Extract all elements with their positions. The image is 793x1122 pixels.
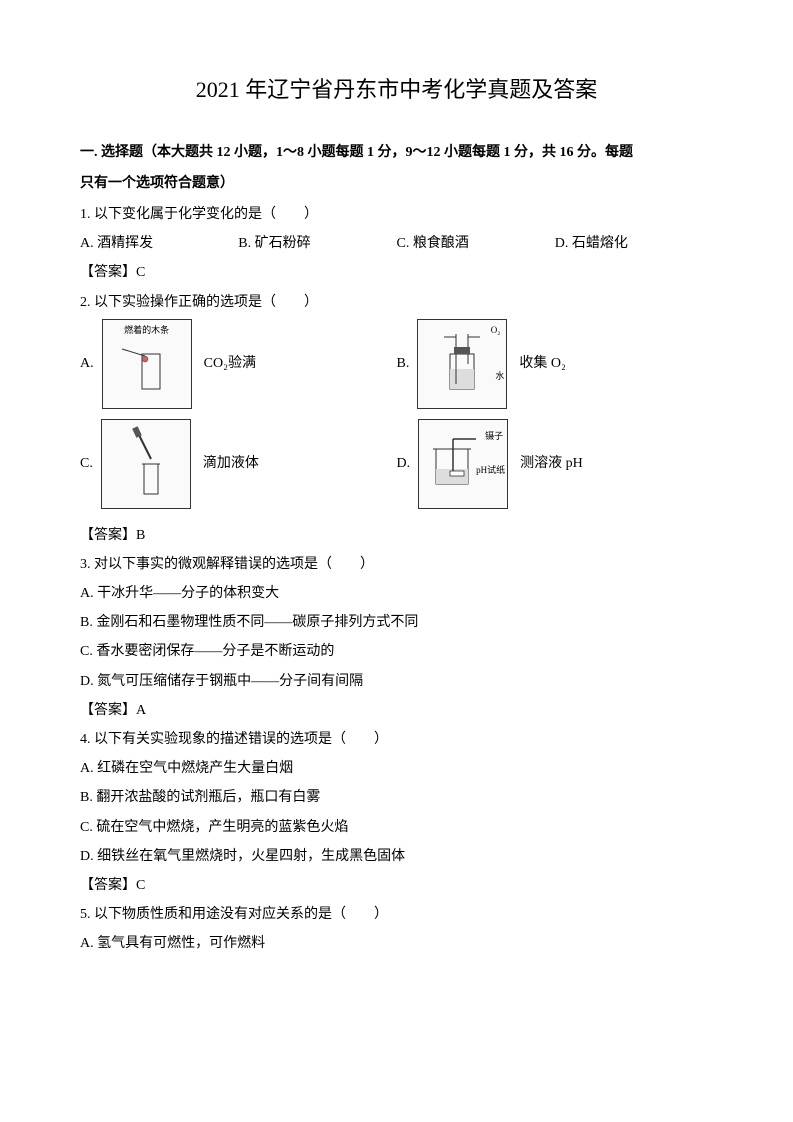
q4-optC: C. 硫在空气中燃烧，产生明亮的蓝紫色火焰 (80, 815, 713, 840)
q4-optD: D. 细铁丝在氧气里燃烧时，火星四射，生成黑色固体 (80, 844, 713, 869)
q2-optD: D. 镊子 pH试纸 测溶液 pH (397, 419, 714, 509)
q2-options: A. 燃着的木条 CO₂验满 B. O₂ 水 收集 (80, 319, 713, 519)
q3-optD: D. 氮气可压缩储存于钢瓶中——分子间有间隔 (80, 669, 713, 694)
q2-optA-text: CO₂验满 (204, 351, 256, 376)
q3-text: 3. 对以下事实的微观解释错误的选项是（ ） (80, 552, 713, 577)
q1-text: 1. 以下变化属于化学变化的是（ ） (80, 202, 713, 227)
q2-answer: 【答案】B (80, 523, 713, 548)
q2-optD-text: 测溶液 pH (520, 451, 583, 476)
q4-optB: B. 翻开浓盐酸的试剂瓶后，瓶口有白雾 (80, 785, 713, 810)
q2-optB-diagram: O₂ 水 (417, 319, 507, 409)
section-header-line2: 只有一个选项符合题意） (80, 171, 713, 196)
q1-optB: B. 矿石粉碎 (238, 231, 396, 256)
q2-optA-diagram: 燃着的木条 (102, 319, 192, 409)
q2-text: 2. 以下实验操作正确的选项是（ ） (80, 290, 713, 315)
q2-optD-label: D. (397, 451, 411, 476)
q3-optA: A. 干冰升华——分子的体积变大 (80, 581, 713, 606)
q1-options: A. 酒精挥发 B. 矿石粉碎 C. 粮食酿酒 D. 石蜡熔化 (80, 231, 713, 256)
q3-answer: 【答案】A (80, 698, 713, 723)
q1-optA: A. 酒精挥发 (80, 231, 238, 256)
q1-optC: C. 粮食酿酒 (397, 231, 555, 256)
q4-optA: A. 红磷在空气中燃烧产生大量白烟 (80, 756, 713, 781)
q2-optB: B. O₂ 水 收集 O₂ (397, 319, 714, 409)
q2-optA: A. 燃着的木条 CO₂验满 (80, 319, 397, 409)
q1-answer: 【答案】C (80, 260, 713, 285)
q2-optC-text: 滴加液体 (203, 451, 259, 476)
q2-optB-diagram-side: 水 (495, 368, 504, 384)
q3-optB: B. 金刚石和石墨物理性质不同——碳原子排列方式不同 (80, 610, 713, 635)
q2-optA-diagram-label: 燃着的木条 (124, 322, 169, 338)
q2-optD-diagram: 镊子 pH试纸 (418, 419, 508, 509)
q2-optB-diagram-top: O₂ (491, 322, 501, 338)
q2-optD-diagram-top: 镊子 (485, 428, 503, 444)
q2-optC: C. 滴加液体 (80, 419, 397, 509)
q5-text: 5. 以下物质性质和用途没有对应关系的是（ ） (80, 902, 713, 927)
q2-optC-diagram (101, 419, 191, 509)
q4-answer: 【答案】C (80, 873, 713, 898)
q3-optC: C. 香水要密闭保存——分子是不断运动的 (80, 639, 713, 664)
section-header-line1: 一. 选择题（本大题共 12 小题，1～8 小题每题 1 分，9～12 小题每题… (80, 140, 713, 165)
q5-optA: A. 氢气具有可燃性，可作燃料 (80, 931, 713, 956)
q2-optA-label: A. (80, 351, 94, 376)
q1-optD: D. 石蜡熔化 (555, 231, 713, 256)
q2-optD-diagram-side: pH试纸 (476, 462, 505, 478)
q4-text: 4. 以下有关实验现象的描述错误的选项是（ ） (80, 727, 713, 752)
q2-optB-text: 收集 O₂ (519, 351, 566, 376)
q2-optC-label: C. (80, 451, 93, 476)
page-title: 2021 年辽宁省丹东市中考化学真题及答案 (80, 70, 713, 110)
q2-optB-label: B. (397, 351, 410, 376)
